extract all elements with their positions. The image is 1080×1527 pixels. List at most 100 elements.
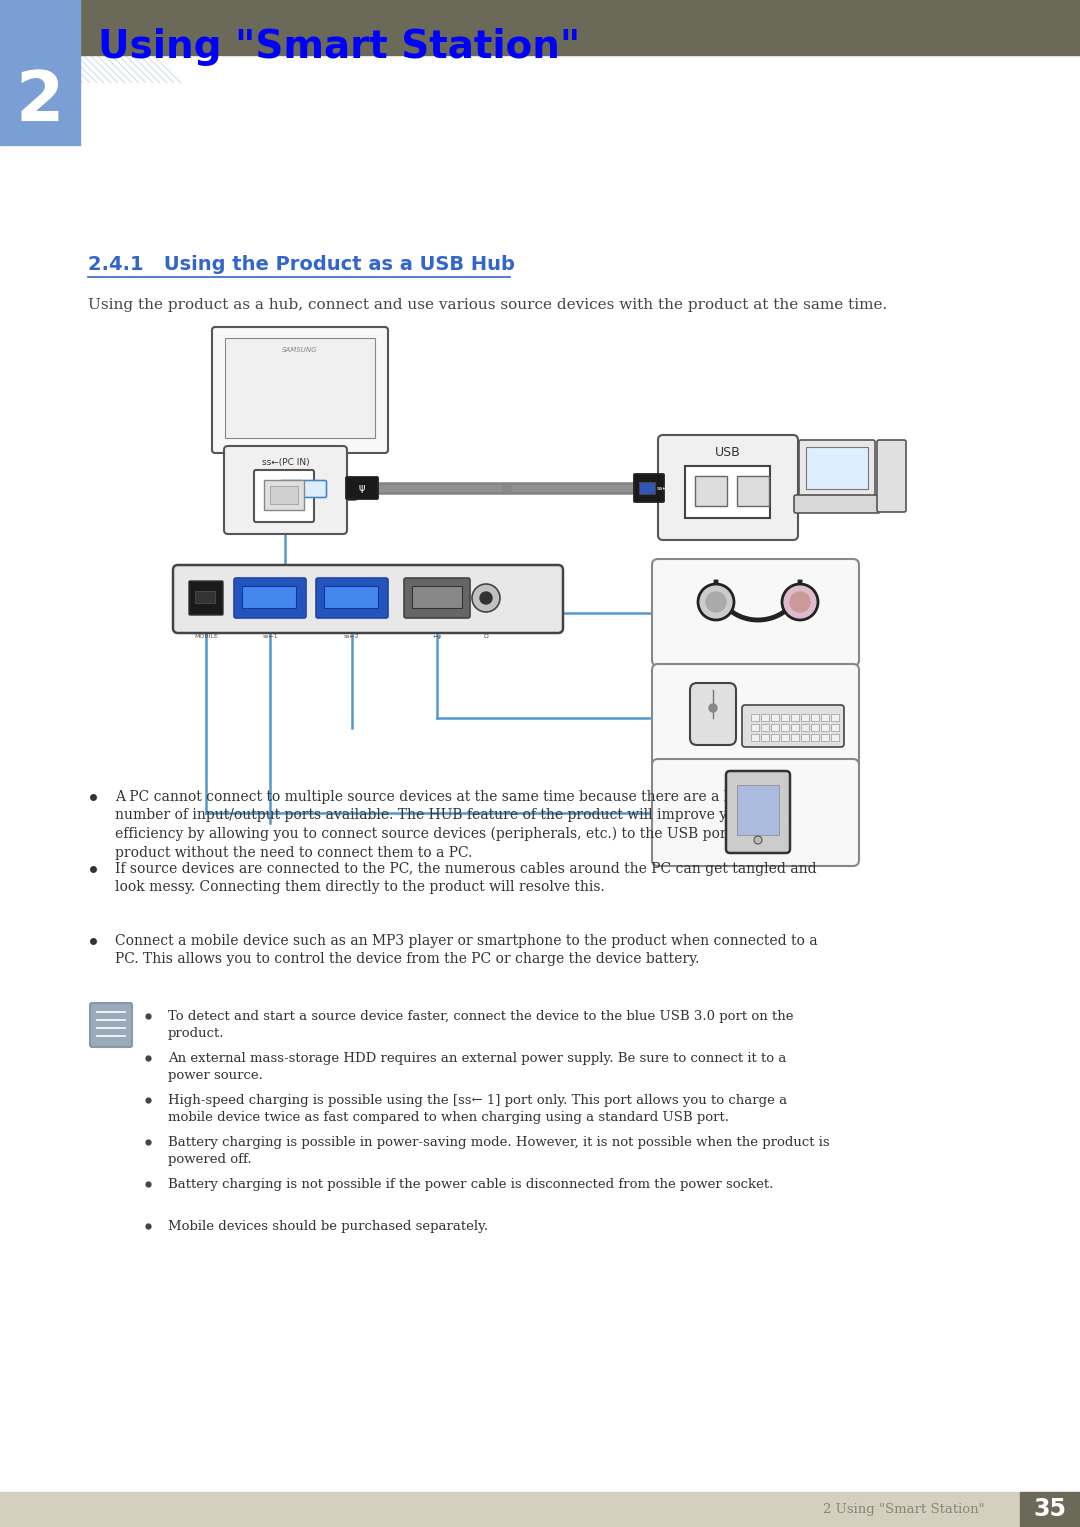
Text: MOBILE: MOBILE [194, 634, 218, 638]
Circle shape [480, 592, 492, 605]
Circle shape [706, 592, 726, 612]
Bar [751, 715, 759, 721]
Circle shape [472, 583, 500, 612]
Bar [264, 479, 303, 510]
Text: To detect and start a source device faster, connect the device to the blue USB 3: To detect and start a source device fast… [168, 1009, 794, 1040]
FancyBboxPatch shape [690, 683, 735, 745]
Bar [278, 450, 322, 486]
Bar [242, 586, 296, 608]
Bar [801, 734, 809, 741]
FancyBboxPatch shape [404, 579, 470, 618]
Text: Battery charging is possible in power-saving mode. However, it is not possible w: Battery charging is possible in power-sa… [168, 1136, 829, 1167]
Text: Battery charging is not possible if the power cable is disconnected from the pow: Battery charging is not possible if the … [168, 1177, 773, 1191]
Circle shape [789, 592, 810, 612]
Text: ψ: ψ [359, 483, 365, 493]
Bar [696, 476, 727, 505]
Text: 2 Using "Smart Station": 2 Using "Smart Station" [823, 1503, 985, 1516]
Bar [685, 466, 770, 518]
Text: Using the product as a hub, connect and use various source devices with the prod: Using the product as a hub, connect and … [87, 298, 888, 312]
Text: ss←: ss← [657, 486, 669, 490]
Bar [811, 734, 819, 741]
FancyBboxPatch shape [90, 1003, 132, 1048]
Circle shape [782, 583, 818, 620]
FancyBboxPatch shape [254, 470, 314, 522]
Circle shape [698, 583, 734, 620]
Text: An external mass-storage HDD requires an external power supply. Be sure to conne: An external mass-storage HDD requires an… [168, 1052, 786, 1083]
FancyBboxPatch shape [726, 771, 789, 854]
FancyBboxPatch shape [742, 705, 843, 747]
Bar [761, 724, 769, 731]
Bar [801, 724, 809, 731]
Bar [1020, 1492, 1080, 1527]
FancyBboxPatch shape [234, 579, 306, 618]
FancyBboxPatch shape [877, 440, 906, 512]
Bar [771, 715, 779, 721]
Bar [791, 734, 799, 741]
FancyBboxPatch shape [652, 664, 859, 771]
Bar [771, 724, 779, 731]
Bar [761, 734, 769, 741]
Bar [0, 0, 1080, 55]
Bar [771, 734, 779, 741]
Circle shape [754, 835, 762, 844]
Bar [811, 724, 819, 731]
Circle shape [708, 704, 717, 712]
Bar [324, 586, 378, 608]
Bar [811, 715, 819, 721]
Text: USB: USB [715, 446, 741, 458]
Text: SAMSUNG: SAMSUNG [282, 347, 318, 353]
Bar [270, 486, 298, 504]
FancyBboxPatch shape [173, 565, 563, 634]
Text: Using "Smart Station": Using "Smart Station" [98, 29, 580, 67]
Bar [821, 724, 829, 731]
FancyBboxPatch shape [652, 559, 859, 666]
Text: High-speed charging is possible using the [ss← 1] port only. This port allows yo: High-speed charging is possible using th… [168, 1093, 787, 1124]
FancyBboxPatch shape [243, 478, 357, 499]
Bar [225, 337, 375, 438]
Bar [737, 785, 779, 835]
Text: Ω: Ω [484, 634, 488, 638]
Bar [0, 0, 80, 145]
Bar [737, 476, 769, 505]
FancyBboxPatch shape [212, 327, 388, 454]
Bar [761, 715, 769, 721]
FancyBboxPatch shape [303, 481, 326, 498]
Bar [781, 734, 789, 741]
Text: 2.4.1   Using the Product as a USB Hub: 2.4.1 Using the Product as a USB Hub [87, 255, 515, 273]
FancyBboxPatch shape [799, 440, 875, 499]
Bar [801, 715, 809, 721]
FancyBboxPatch shape [794, 495, 880, 513]
Text: A PC cannot connect to multiple source devices at the same time because there ar: A PC cannot connect to multiple source d… [114, 789, 792, 860]
Bar [781, 715, 789, 721]
Bar [831, 734, 839, 741]
FancyBboxPatch shape [316, 579, 388, 618]
FancyBboxPatch shape [346, 476, 378, 499]
Bar [411, 586, 462, 608]
Bar [806, 447, 868, 489]
Bar [821, 715, 829, 721]
FancyBboxPatch shape [224, 446, 347, 534]
Bar [791, 715, 799, 721]
Bar [751, 724, 759, 731]
Bar [781, 724, 789, 731]
Bar [831, 724, 839, 731]
Bar [821, 734, 829, 741]
FancyBboxPatch shape [652, 759, 859, 866]
Bar [0, 1492, 1020, 1527]
Text: If source devices are connected to the PC, the numerous cables around the PC can: If source devices are connected to the P… [114, 863, 816, 895]
Text: 35: 35 [1034, 1498, 1067, 1521]
Bar [639, 483, 654, 495]
Bar [831, 715, 839, 721]
FancyBboxPatch shape [281, 481, 303, 498]
Text: Connect a mobile device such as an MP3 player or smartphone to the product when : Connect a mobile device such as an MP3 p… [114, 935, 818, 967]
Text: 2: 2 [16, 69, 64, 134]
Bar [751, 734, 759, 741]
Text: ss←1: ss←1 [262, 634, 278, 638]
Bar [791, 724, 799, 731]
Text: Mobile devices should be purchased separately.: Mobile devices should be purchased separ… [168, 1220, 488, 1232]
FancyBboxPatch shape [658, 435, 798, 541]
Text: ss←(PC IN): ss←(PC IN) [261, 458, 309, 467]
FancyBboxPatch shape [189, 580, 222, 615]
Text: ←ψ: ←ψ [432, 634, 442, 638]
Text: ss←2: ss←2 [345, 634, 360, 638]
